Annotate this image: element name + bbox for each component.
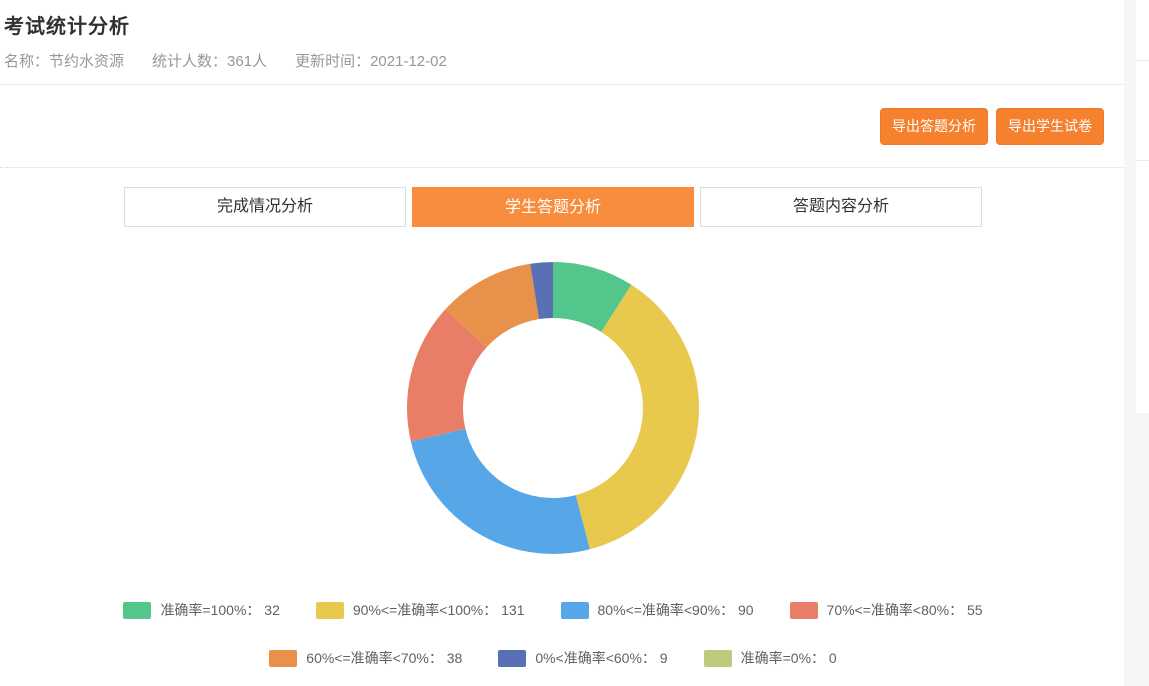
- chart-legend-row-2: 60%<=准确率<70%： 38 0%<准确率<60%： 9 准确率=0%： 0: [0, 644, 1106, 672]
- exam-name: 名称：节约水资源: [4, 50, 124, 71]
- page-title: 考试统计分析: [4, 16, 130, 38]
- scrollbar-track[interactable]: [1124, 0, 1136, 686]
- exam-updated: 更新时间：2021-12-02: [295, 50, 447, 71]
- exam-count: 统计人数：361人: [152, 50, 267, 71]
- legend-swatch: [123, 601, 152, 619]
- legend-item[interactable]: 准确率=0%： 0: [703, 648, 837, 668]
- page-header: 考试统计分析 名称：节约水资源 统计人数：361人 更新时间：2021-12-0…: [0, 0, 1124, 85]
- legend-item[interactable]: 准确率=100%： 32: [123, 600, 280, 620]
- export-student-papers-button[interactable]: 导出学生试卷: [996, 107, 1104, 145]
- legend-swatch: [703, 649, 732, 667]
- right-edge-divider-top: [1136, 60, 1149, 61]
- donut-svg: [407, 262, 699, 554]
- legend-swatch: [315, 601, 344, 619]
- accuracy-donut-chart: [407, 262, 699, 554]
- legend-item[interactable]: 90%<=准确率<100%： 131: [315, 600, 525, 620]
- legend-swatch: [269, 649, 298, 667]
- tab-bar: 完成情况分析 学生答题分析 答题内容分析: [124, 187, 1124, 227]
- donut-segment[interactable]: [407, 262, 699, 554]
- exam-updated-value: 2021-12-02: [370, 53, 447, 70]
- exam-count-label: 统计人数：: [152, 53, 228, 70]
- legend-label: 70%<=准确率<80%： 55: [826, 602, 983, 618]
- legend-item[interactable]: 0%<准确率<60%： 9: [498, 648, 668, 668]
- donut-segment[interactable]: [407, 262, 699, 554]
- exam-count-value: 361人: [227, 53, 268, 70]
- tab-completion-analysis[interactable]: 完成情况分析: [124, 187, 406, 227]
- chart-legend-row-1: 准确率=100%： 32 90%<=准确率<100%： 131 80%<=准确率<9…: [0, 596, 1106, 624]
- donut-segment[interactable]: [407, 262, 699, 554]
- legend-item[interactable]: 60%<=准确率<70%： 38: [269, 648, 462, 668]
- tab-student-answer-analysis[interactable]: 学生答题分析: [412, 187, 694, 227]
- legend-item[interactable]: 70%<=准确率<80%： 55: [789, 600, 983, 620]
- tab-answer-content-analysis[interactable]: 答题内容分析: [700, 187, 982, 227]
- legend-label: 80%<=准确率<90%： 90: [597, 602, 754, 618]
- exam-updated-label: 更新时间：: [295, 53, 371, 70]
- exam-name-label: 名称：: [4, 53, 50, 70]
- legend-label: 0%<准确率<60%： 9: [535, 650, 668, 666]
- legend-label: 60%<=准确率<70%： 38: [306, 650, 463, 666]
- exam-meta: 名称：节约水资源 统计人数：361人 更新时间：2021-12-02: [4, 50, 1124, 71]
- toolbar: 导出答题分析 导出学生试卷: [0, 85, 1124, 168]
- legend-swatch: [789, 601, 818, 619]
- exam-name-value: 节约水资源: [49, 53, 125, 70]
- export-answer-analysis-button[interactable]: 导出答题分析: [880, 107, 988, 145]
- legend-swatch: [498, 649, 527, 667]
- legend-label: 准确率=100%： 32: [160, 602, 280, 618]
- legend-label: 90%<=准确率<100%： 131: [352, 602, 525, 618]
- right-edge-divider-mid: [1136, 160, 1149, 161]
- legend-swatch: [560, 601, 589, 619]
- right-edge-panel: [1136, 0, 1149, 413]
- main-content: 考试统计分析 名称：节约水资源 统计人数：361人 更新时间：2021-12-0…: [0, 0, 1124, 672]
- legend-label: 准确率=0%： 0: [740, 650, 837, 666]
- donut-segment[interactable]: [407, 262, 699, 554]
- legend-item[interactable]: 80%<=准确率<90%： 90: [560, 600, 754, 620]
- right-edge-background: [1136, 413, 1149, 686]
